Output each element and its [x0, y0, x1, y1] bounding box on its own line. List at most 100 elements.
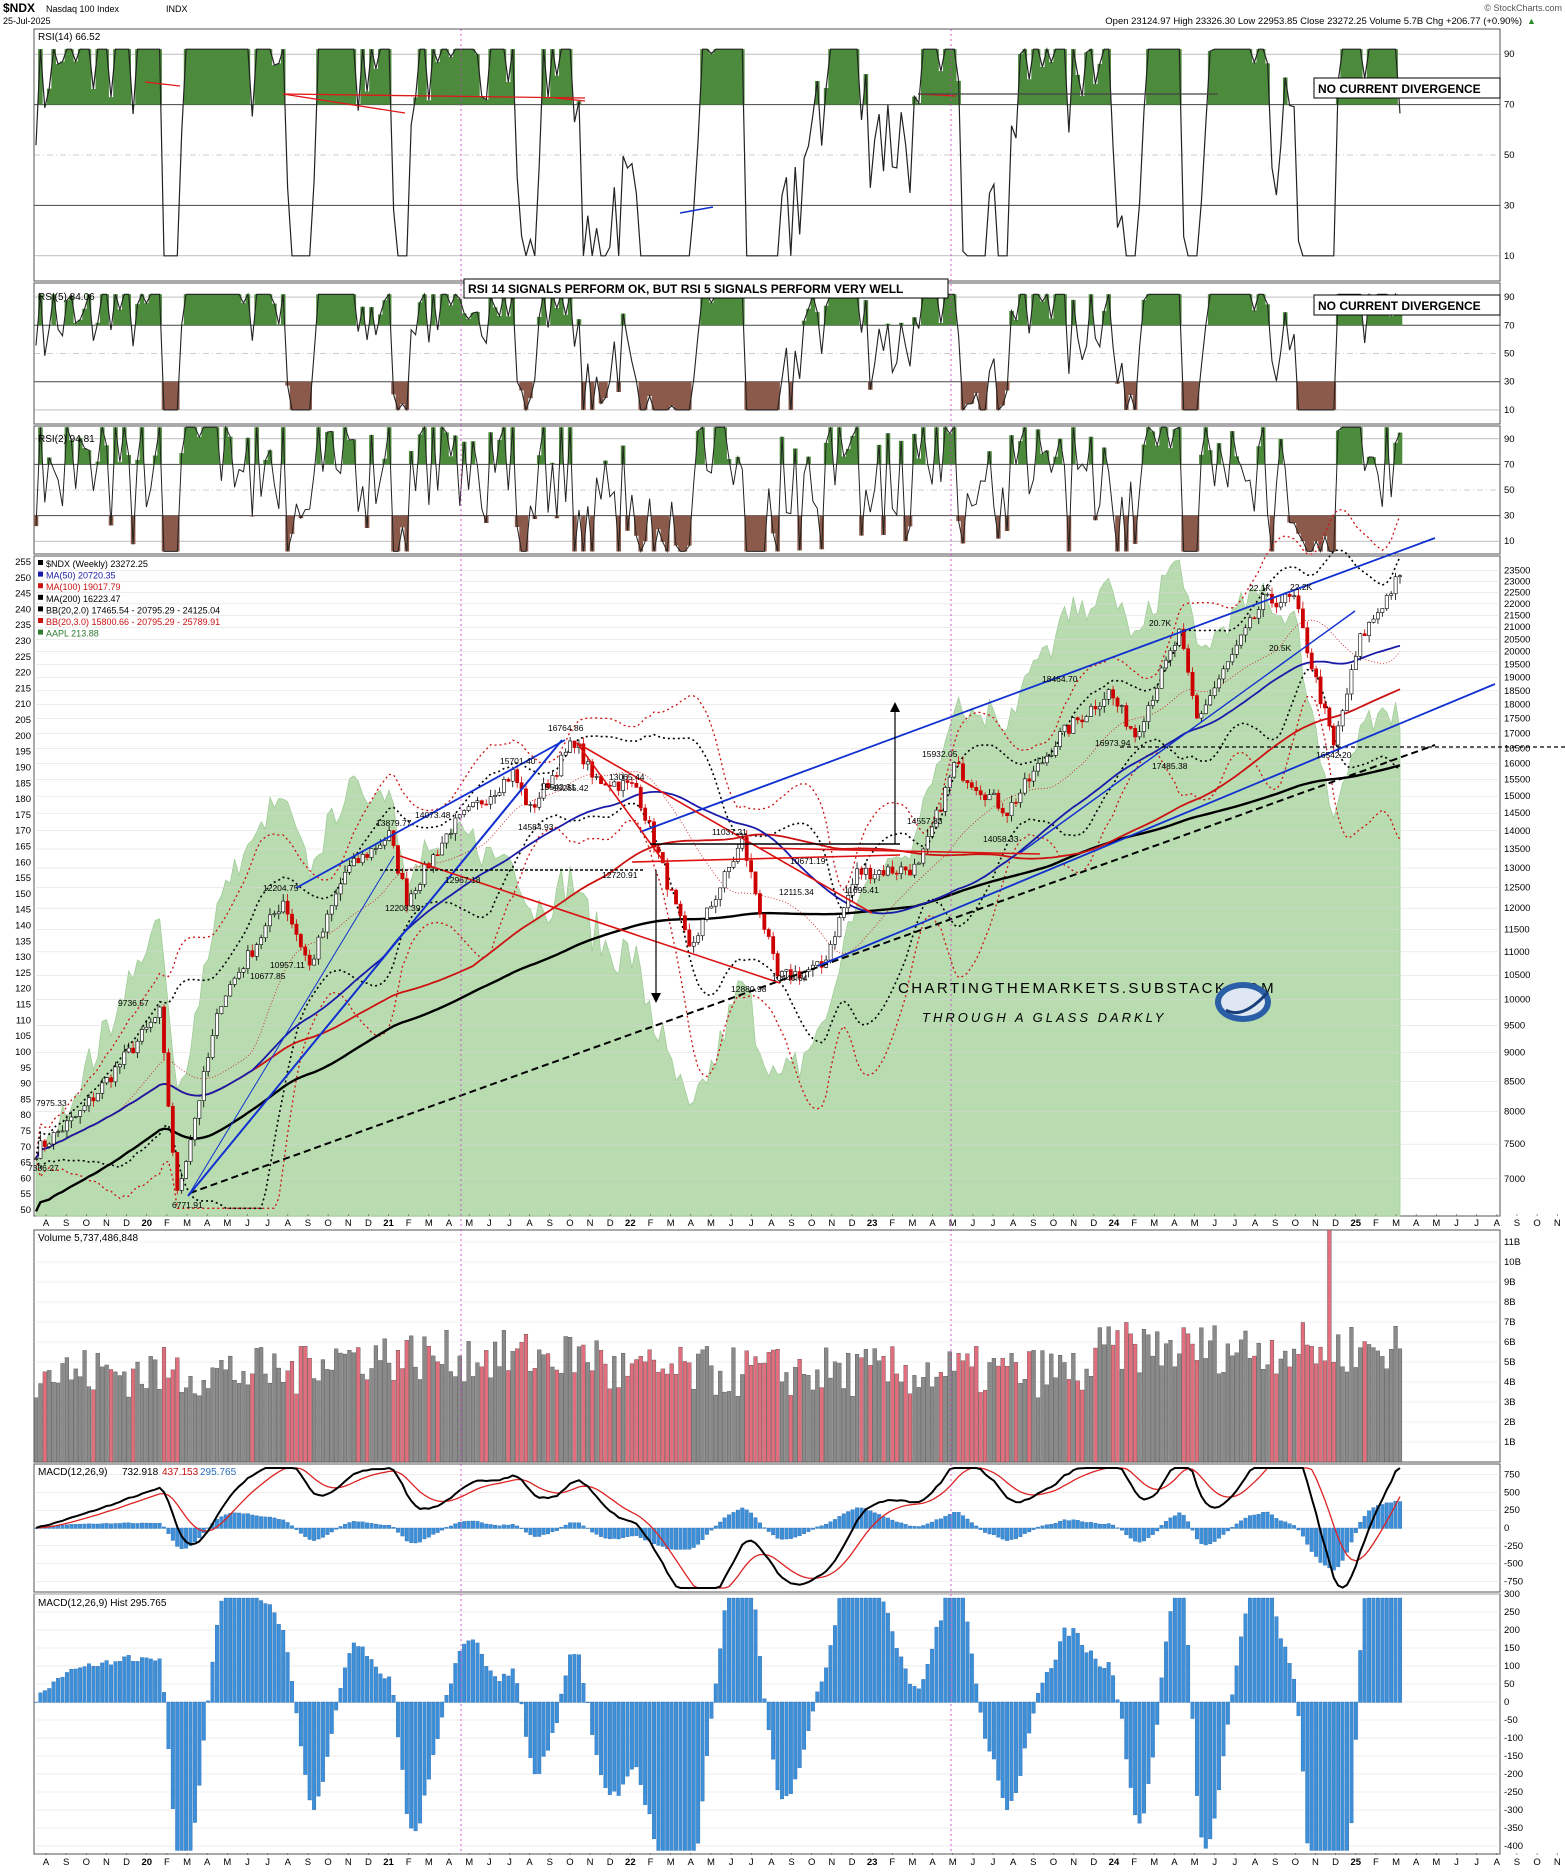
bb2-lower-band [35, 668, 1401, 1210]
volume-bar [1000, 1358, 1005, 1463]
volume-bar [484, 1350, 489, 1463]
volume-bar [704, 1346, 710, 1463]
volume-bar [1230, 1355, 1235, 1463]
hist-bar [1137, 1701, 1142, 1824]
price-annotation: 10957.11 [270, 960, 305, 970]
volume-bar [303, 1346, 308, 1463]
ma100-line [35, 688, 1401, 1159]
left-axis-tick: 110 [16, 1015, 31, 1026]
x-axis-tick: D [123, 1857, 130, 1868]
macd-hist-bar [1009, 1527, 1014, 1540]
macd-hist-bar [1221, 1527, 1226, 1535]
x-axis-tick: J [245, 1218, 250, 1229]
volume-bar [38, 1383, 43, 1463]
candle-body [1323, 703, 1327, 709]
candle-body [378, 844, 383, 849]
macd-hist-bar [1168, 1517, 1173, 1529]
price-annotation: 14058.33 [983, 834, 1019, 844]
hist-bar [577, 1654, 581, 1703]
macd-hist-bar [1005, 1527, 1010, 1541]
candle-body [47, 1143, 52, 1147]
hist-bar [1318, 1701, 1323, 1851]
macd-hist-bar [1071, 1519, 1076, 1529]
macd-hist-bar [899, 1522, 904, 1529]
macd-hist-bar [303, 1527, 308, 1537]
macd-hist-bar [1164, 1521, 1168, 1529]
volume-bar [713, 1394, 718, 1463]
hist-bar [1300, 1701, 1305, 1772]
candle-body [991, 792, 996, 795]
x-axis-tick: A [43, 1857, 50, 1868]
left-axis-tick: 220 [15, 668, 31, 679]
hist-tick: -150 [1504, 1751, 1523, 1762]
volume-bar [625, 1375, 630, 1463]
volume-bar [325, 1369, 330, 1463]
x-axis-tick: F [164, 1857, 170, 1868]
volume-bar [1066, 1379, 1071, 1463]
candle-body [276, 911, 281, 915]
volume-bar [585, 1362, 590, 1463]
x-axis-tick: F [164, 1218, 170, 1229]
x-axis-tick: O [566, 1857, 573, 1868]
left-axis-tick: 215 [15, 683, 31, 694]
macd-hist-bar [457, 1522, 462, 1529]
candle-body [351, 858, 356, 867]
x-axis-tick: J [265, 1218, 270, 1229]
x-axis-tick: M [1432, 1218, 1440, 1229]
macd-hist-bar [1287, 1523, 1292, 1529]
macd-hist-bar [894, 1521, 899, 1529]
volume-bar [479, 1366, 484, 1463]
macd-hist-bar [126, 1522, 131, 1529]
candle-body [568, 740, 573, 753]
volume-bar [497, 1366, 502, 1463]
volume-bar [153, 1359, 158, 1463]
ma50-line [35, 644, 1401, 1159]
candle-body [524, 788, 528, 806]
macd-hist-bar [215, 1519, 219, 1529]
left-axis-tick: 225 [15, 652, 31, 663]
price-annotation: 6771.91 [172, 1200, 203, 1210]
hist-bar [418, 1701, 422, 1824]
candle-body [630, 782, 634, 784]
candle-body [899, 866, 904, 874]
volume-bar [634, 1359, 639, 1463]
macd-hist-bar [1014, 1527, 1018, 1539]
macd-tick: 0 [1504, 1523, 1509, 1534]
blue-rally-line-1 [187, 739, 563, 1197]
macd-hist-bar [629, 1527, 634, 1537]
hist-bar [524, 1701, 528, 1737]
volume-bars [33, 1229, 1403, 1463]
macd-hist-bar [766, 1527, 771, 1532]
hist-bar [422, 1701, 427, 1796]
hist-tick: -400 [1504, 1841, 1523, 1852]
hist-bar [387, 1676, 392, 1703]
hist-bar [890, 1631, 895, 1703]
candle-body [91, 1097, 96, 1102]
hist-bar [254, 1597, 259, 1703]
left-axis-tick: 170 [15, 826, 31, 837]
volume-bar [1093, 1347, 1098, 1463]
macd-hist-bar [109, 1523, 113, 1529]
hist-bar [757, 1655, 762, 1703]
candle-body [983, 794, 987, 801]
volume-bar [245, 1384, 250, 1463]
candle-body [1225, 661, 1230, 670]
volume-bar [320, 1359, 325, 1463]
macd-hist-bar [1380, 1504, 1385, 1529]
candle-body [1398, 575, 1402, 578]
hist-bar [550, 1701, 555, 1733]
volume-bar [457, 1355, 462, 1463]
macd-hist-bar [1327, 1527, 1332, 1569]
macd-hist-bar [952, 1512, 957, 1529]
macd-hist-bar [1270, 1514, 1274, 1529]
hist-bar [1106, 1662, 1111, 1703]
volume-bar [872, 1348, 877, 1463]
hist-bar [237, 1597, 242, 1703]
volume-bar [1150, 1355, 1155, 1463]
macd-hist-bar [347, 1522, 352, 1529]
macd-hist-bar [1137, 1527, 1142, 1543]
volume-bar [466, 1341, 471, 1463]
level-tick: 50 [1504, 349, 1515, 360]
volume-bar [276, 1367, 281, 1463]
macd-hist-bar [607, 1527, 612, 1540]
